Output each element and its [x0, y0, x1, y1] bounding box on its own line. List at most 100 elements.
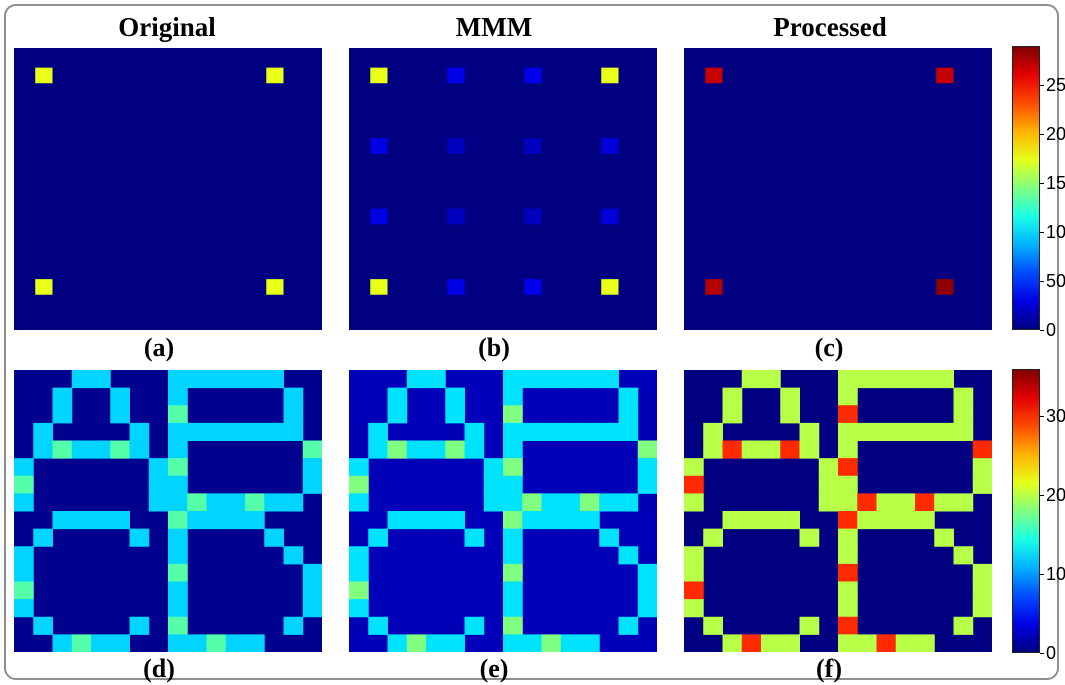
heatmap-cell — [464, 528, 485, 547]
heatmap-cell — [283, 616, 304, 635]
heatmap-cell — [580, 634, 600, 652]
heatmap-cell — [225, 422, 246, 441]
heatmap-cell — [302, 581, 322, 600]
heatmap-cell — [857, 370, 877, 389]
heatmap-cell — [14, 546, 34, 565]
heatmap-cell — [206, 493, 227, 512]
heatmap-cell — [168, 405, 188, 424]
heatmap-cell — [187, 370, 207, 389]
heatmap-cell — [245, 370, 265, 389]
heatmap-cell — [541, 493, 562, 512]
colorbar-tick-label: 150 — [1046, 173, 1065, 193]
heatmap-cell — [915, 370, 935, 389]
heatmap-svg-f — [684, 370, 992, 652]
heatmap-cell — [14, 599, 34, 618]
heatmap-cell — [580, 422, 600, 441]
heatmap-cell — [895, 422, 916, 441]
heatmap-cell — [503, 475, 523, 494]
heatmap-cell — [168, 475, 188, 494]
heatmap-cell — [953, 493, 974, 512]
panel-label-a: (a) — [143, 333, 175, 362]
heatmap-cell — [483, 458, 504, 477]
heatmap-cell — [225, 634, 246, 652]
heatmap-cell — [283, 546, 304, 565]
heatmap-cell — [936, 279, 954, 295]
heatmap-cell — [225, 511, 246, 530]
panel-label-d: (d) — [143, 654, 175, 683]
panel-label-e: (e) — [479, 654, 509, 683]
heatmap-cell — [915, 493, 935, 512]
heatmap-cell — [245, 422, 265, 441]
heatmap-cell — [522, 634, 542, 652]
heatmap-cell — [168, 440, 188, 459]
heatmap-cell — [370, 279, 388, 295]
heatmap-cell — [560, 511, 581, 530]
colorbar-tick-mark — [1040, 416, 1044, 417]
heatmap-cell — [838, 475, 858, 494]
heatmap-cell — [580, 370, 600, 389]
heatmap-cell — [684, 546, 704, 565]
heatmap-cell — [703, 422, 723, 441]
heatmap-cell — [187, 493, 207, 512]
heatmap-cell — [168, 599, 188, 618]
heatmap-cell — [129, 422, 150, 441]
heatmap-cell — [705, 67, 723, 84]
heatmap-cell — [761, 634, 781, 652]
heatmap-cell — [426, 370, 446, 389]
heatmap-cell — [972, 475, 992, 494]
heatmap-cell — [225, 370, 246, 389]
heatmap-cell — [722, 511, 743, 530]
heatmap-cell — [703, 616, 723, 635]
heatmap-cell — [953, 405, 974, 424]
heatmap-cell — [838, 581, 858, 600]
heatmap-cell — [349, 563, 369, 582]
heatmap-cell — [637, 563, 657, 582]
heatmap-cell — [387, 634, 408, 652]
heatmap-cell — [368, 422, 388, 441]
heatmap-cell — [684, 493, 704, 512]
heatmap-cell — [370, 208, 388, 225]
heatmap-cell — [741, 440, 762, 459]
heatmap-cell — [741, 511, 762, 530]
heatmap-cell — [264, 528, 284, 547]
heatmap-cell — [503, 599, 523, 618]
heatmap-cell — [503, 511, 523, 530]
heatmap-svg-a — [14, 48, 322, 330]
heatmap-cell — [876, 493, 897, 512]
heatmap-cell — [705, 279, 723, 295]
heatmap-cell — [838, 511, 858, 530]
heatmap-cell — [503, 563, 523, 582]
heatmap-cell — [33, 440, 53, 459]
heatmap-cell — [187, 511, 207, 530]
heatmap-cell — [972, 599, 992, 618]
heatmap-cell — [168, 528, 188, 547]
heatmap-cell — [741, 634, 762, 652]
heatmap-cell — [349, 546, 369, 565]
heatmap-cell — [349, 493, 369, 512]
heatmap-cell — [110, 387, 130, 406]
heatmap-cell — [934, 493, 954, 512]
heatmap-cell — [406, 634, 427, 652]
heatmap-panel-f — [684, 370, 992, 652]
heatmap-cell — [447, 138, 465, 154]
heatmap-cell — [934, 370, 954, 389]
heatmap-cell — [14, 563, 34, 582]
heatmap-cell — [799, 422, 820, 441]
heatmap-cell — [541, 370, 562, 389]
heatmap-panel-b — [349, 48, 657, 330]
heatmap-cell — [52, 511, 73, 530]
colorbar-tick-mark — [1040, 495, 1044, 496]
colorbar-top — [1012, 46, 1040, 330]
heatmap-cell — [33, 616, 53, 635]
colorbar-tick-label: 200 — [1046, 485, 1065, 505]
heatmap-cell — [503, 422, 523, 441]
heatmap-cell — [406, 370, 427, 389]
heatmap-cell — [580, 511, 600, 530]
heatmap-cell — [818, 475, 839, 494]
heatmap-cell — [168, 563, 188, 582]
colorbar-tick-mark — [1040, 574, 1044, 575]
heatmap-cell — [302, 458, 322, 477]
heatmap-cell — [601, 279, 619, 295]
heatmap-cell — [618, 616, 639, 635]
heatmap-cell — [895, 511, 916, 530]
